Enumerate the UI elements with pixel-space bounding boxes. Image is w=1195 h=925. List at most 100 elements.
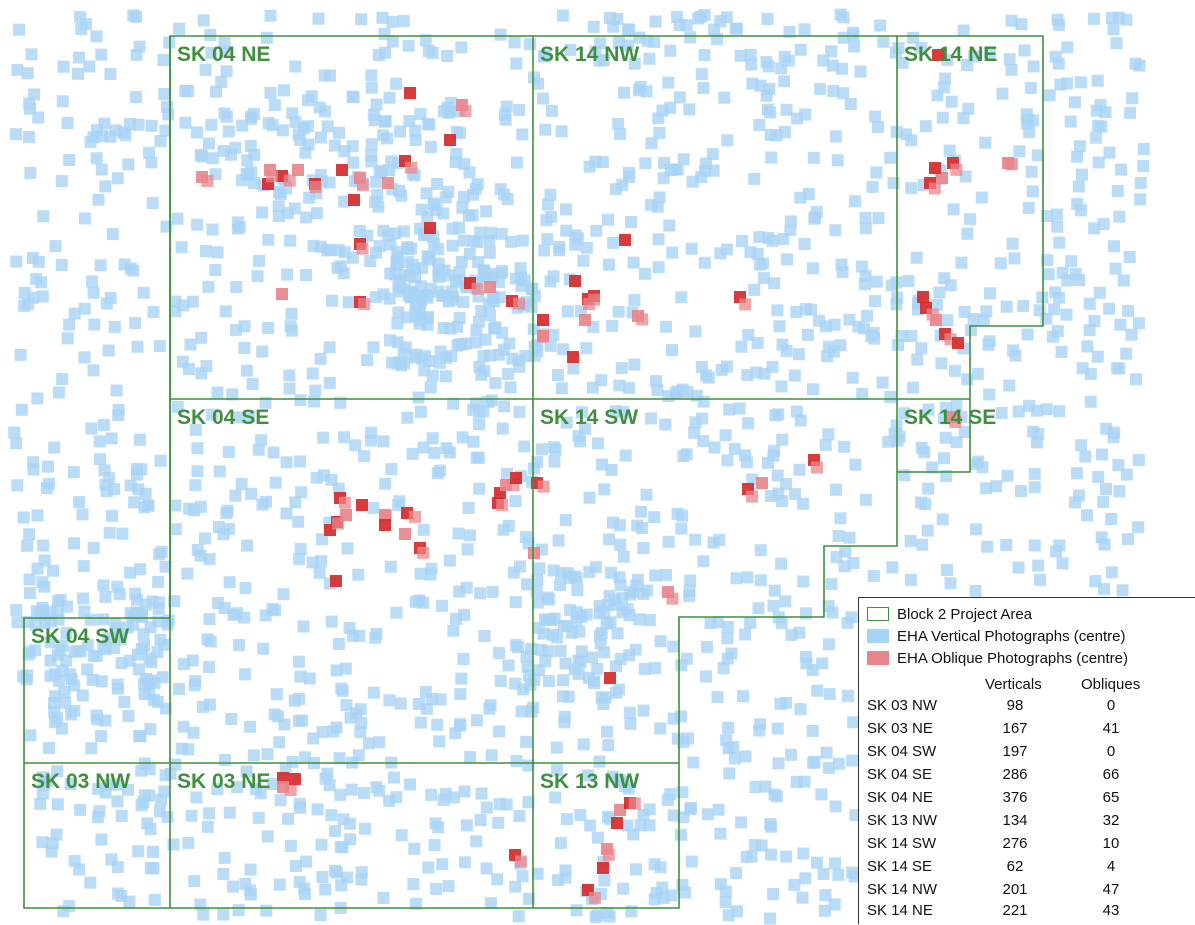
vertical-photo-point	[135, 764, 148, 777]
vertical-photo-point	[58, 685, 71, 698]
vertical-photo-point	[846, 754, 859, 767]
vertical-photo-point	[283, 369, 296, 382]
vertical-photo-point	[13, 23, 25, 36]
vertical-photo-point	[559, 657, 572, 670]
vertical-photo-point	[1076, 362, 1089, 375]
vertical-photo-point	[346, 251, 359, 264]
vertical-photo-point	[902, 275, 915, 288]
vertical-photo-point	[245, 487, 258, 500]
vertical-photo-point	[274, 794, 287, 807]
vertical-photo-point	[29, 644, 42, 657]
vertical-photo-point	[723, 767, 736, 780]
vertical-photo-point	[652, 261, 665, 274]
vertical-photo-point	[749, 781, 762, 793]
vertical-photo-point	[84, 613, 97, 626]
vertical-photo-point	[240, 364, 253, 377]
vertical-photo-point	[904, 534, 917, 547]
vertical-photo-point	[358, 822, 371, 835]
vertical-photo-point	[139, 598, 152, 611]
vertical-photo-point	[285, 324, 298, 337]
vertical-photo-point	[627, 256, 640, 269]
vertical-photo-point	[689, 533, 702, 546]
oblique-photo-point	[340, 509, 352, 521]
vertical-photo-point	[83, 60, 96, 73]
vertical-photo-point	[713, 533, 726, 546]
vertical-photo-point	[420, 702, 433, 715]
vertical-photo-point	[11, 63, 24, 76]
vertical-photo-point	[814, 83, 827, 96]
vertical-photo-point	[983, 388, 996, 401]
vertical-photo-point	[1100, 483, 1112, 496]
vertical-photo-point	[666, 344, 678, 357]
vertical-photo-point	[104, 292, 117, 304]
vertical-photo-point	[110, 384, 123, 397]
vertical-photo-point	[780, 850, 793, 863]
vertical-photo-point	[811, 684, 824, 697]
vertical-photo-point	[87, 542, 100, 554]
vertical-photo-point	[495, 227, 508, 240]
vertical-photo-point	[386, 35, 399, 48]
oblique-photo-point	[292, 164, 304, 176]
vertical-photo-point	[861, 309, 874, 322]
vertical-photo-point	[131, 340, 144, 353]
vertical-photo-point	[641, 34, 654, 47]
vertical-photo-point	[186, 295, 199, 308]
vertical-photo-point	[624, 588, 637, 601]
vertical-photo-point	[524, 38, 537, 51]
vertical-photo-point	[108, 320, 121, 333]
vertical-photo-point	[1061, 274, 1074, 287]
vertical-photo-point	[144, 823, 157, 835]
vertical-photo-point	[548, 455, 561, 468]
vertical-photo-point	[847, 716, 860, 729]
oblique-photo-point	[496, 499, 509, 511]
vertical-photo-point	[338, 195, 351, 208]
vertical-photo-point	[469, 182, 482, 195]
vertical-photo-point	[205, 46, 218, 59]
vertical-photo-point	[680, 19, 693, 32]
vertical-photo-point	[797, 575, 810, 588]
vertical-photo-point	[618, 780, 631, 792]
vertical-photo-point	[475, 305, 488, 317]
vertical-photo-point	[905, 182, 918, 194]
vertical-photo-point	[780, 344, 793, 357]
vertical-photo-point	[451, 339, 464, 352]
vertical-photo-point	[94, 453, 106, 466]
vertical-photo-point	[1061, 41, 1074, 54]
table-row: SK 14 NW 201 47	[867, 881, 1187, 904]
vertical-photo-point	[941, 564, 953, 576]
vertical-photo-point	[1055, 345, 1068, 358]
sheet-name: SK 13 NW	[867, 812, 938, 829]
vertical-photo-point	[191, 465, 204, 478]
vertical-photo-point	[316, 725, 329, 738]
vertical-photo-point	[619, 449, 632, 462]
vertical-photo-point	[458, 608, 471, 621]
vertical-photo-point	[967, 313, 980, 325]
vertical-photo-point	[437, 793, 450, 806]
vertical-photo-point	[199, 532, 211, 545]
vertical-photo-point	[1109, 262, 1122, 275]
vertical-photo-point	[1015, 18, 1028, 31]
vertical-photo-point	[454, 688, 467, 701]
vertical-photo-point	[637, 704, 650, 717]
vertical-photo-point	[1087, 12, 1100, 25]
vertical-photo-point	[664, 44, 677, 57]
vertical-photo-point	[391, 357, 404, 370]
vertical-photo-point	[980, 482, 993, 495]
oblique-photo-point	[636, 313, 649, 326]
vertical-photo-point	[609, 183, 622, 196]
oblique-photo-point	[614, 804, 626, 816]
vertical-photo-point	[365, 138, 378, 151]
obliques-count: 0	[1106, 743, 1116, 760]
vertical-photo-point	[788, 878, 801, 891]
vertical-photo-point	[414, 108, 427, 121]
vertical-photo-point	[187, 726, 200, 739]
vertical-photo-point	[1134, 193, 1147, 206]
vertical-photo-point	[414, 567, 427, 580]
vertical-photo-point	[961, 59, 974, 71]
vertical-photo-point	[419, 34, 432, 47]
vertical-photo-point	[123, 895, 136, 908]
oblique-photo-point	[358, 298, 371, 311]
vertical-photo-point	[462, 501, 475, 514]
vertical-photo-point	[810, 856, 823, 869]
vertical-photo-point	[837, 31, 850, 44]
